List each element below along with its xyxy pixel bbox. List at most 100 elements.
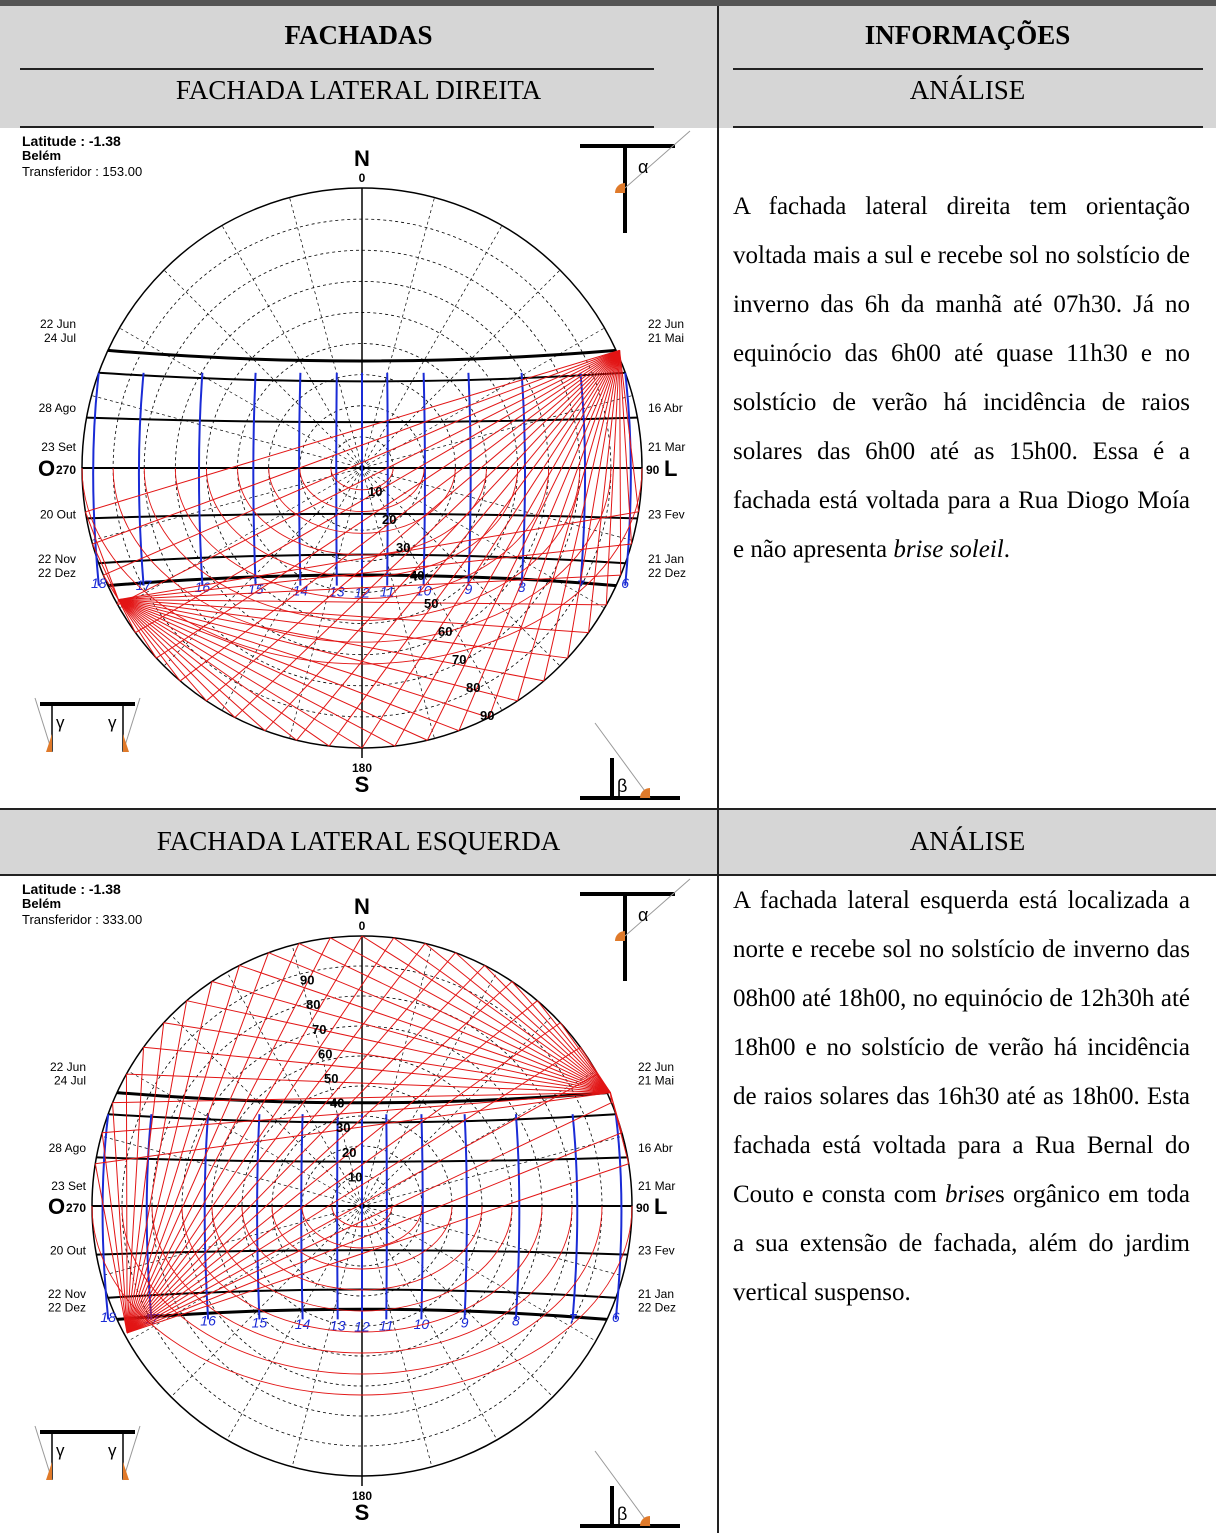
right-date-label: 21 Jan bbox=[638, 1287, 674, 1301]
left-date-label: 22 Nov bbox=[48, 1287, 86, 1301]
mask-ray bbox=[609, 1092, 630, 1164]
mask-ray bbox=[118, 599, 396, 747]
mask-ray bbox=[125, 1074, 128, 1333]
beta-mask-icon: β bbox=[580, 722, 680, 800]
facade-title-2: FACHADA LATERAL ESQUERDA bbox=[156, 826, 561, 856]
mask-ray bbox=[605, 350, 621, 605]
mask-ray bbox=[264, 350, 620, 732]
mask-ray bbox=[126, 1047, 145, 1333]
left-date-label: 22 Nov bbox=[38, 552, 76, 566]
beta-symbol: β bbox=[617, 776, 627, 796]
mask-ray bbox=[126, 1000, 538, 1334]
mask-ray bbox=[92, 349, 620, 545]
gamma-symbol-left: γ bbox=[56, 1441, 65, 1460]
mask-ray bbox=[126, 943, 300, 1334]
alpha-icon-angle bbox=[615, 931, 625, 941]
left-date-label: 24 Jul bbox=[54, 1074, 86, 1088]
hour-line bbox=[579, 372, 587, 586]
mask-ray bbox=[597, 1073, 611, 1093]
sun-path-chart-2: Latitude : -1.38 Belém Transferidor : 33… bbox=[22, 878, 691, 1528]
mask-ray bbox=[84, 511, 119, 600]
protractor-value: 90 bbox=[300, 973, 314, 988]
mask-ray bbox=[118, 599, 460, 732]
mask-ray bbox=[102, 574, 119, 600]
analysis-text-2-italic: brise bbox=[945, 1181, 996, 1208]
header-rule-left bbox=[20, 68, 654, 70]
mask-ray bbox=[517, 350, 621, 701]
mask-ray bbox=[163, 1022, 611, 1094]
hour-line bbox=[101, 1114, 110, 1320]
mask-ray bbox=[126, 937, 331, 1334]
azimuth-ray bbox=[361, 1014, 554, 1207]
azimuth-ray bbox=[361, 1205, 597, 1342]
right-date-label: 16 Abr bbox=[638, 1141, 673, 1155]
azimuth-ray bbox=[127, 1070, 363, 1207]
table-header-row bbox=[0, 6, 1216, 128]
hour-label: 6 bbox=[612, 1309, 620, 1325]
mask-ray bbox=[126, 1073, 611, 1094]
mask-ray bbox=[126, 1022, 165, 1333]
analysis-text-1-italic: brise soleil bbox=[893, 536, 1004, 563]
hour-label: 8 bbox=[518, 579, 526, 595]
protractor-value: 40 bbox=[410, 568, 424, 583]
azimuth-ray bbox=[361, 945, 433, 1207]
azimuth-ray bbox=[91, 395, 363, 469]
hour-label: 9 bbox=[465, 581, 473, 597]
protractor-value: 60 bbox=[318, 1046, 332, 1061]
hour-line bbox=[298, 372, 302, 586]
beta-symbol: β bbox=[617, 1504, 627, 1524]
right-date-label: 23 Fev bbox=[638, 1244, 675, 1258]
mask-ray bbox=[118, 599, 568, 659]
mask-ray bbox=[211, 981, 611, 1094]
mask-ray bbox=[298, 943, 611, 1094]
mask-ray bbox=[118, 511, 639, 601]
mask-ray bbox=[268, 952, 611, 1094]
protractor-label-2: Transferidor : 333.00 bbox=[22, 912, 142, 927]
protractor-value: 40 bbox=[330, 1096, 344, 1111]
mask-arc bbox=[237, 467, 487, 556]
chart-layer: 18 17 16 15 14 13 12 11 10 9 8 7 6908070605040302010… bbox=[34, 878, 691, 1528]
row1-top-rule-right bbox=[733, 126, 1203, 128]
mask-ray bbox=[126, 981, 513, 1334]
mask-ray bbox=[330, 937, 611, 1094]
mask-ray bbox=[393, 937, 611, 1094]
mask-arc bbox=[211, 1205, 513, 1312]
sun-path-chart: Latitude : -1.38 Belém Transferidor : 15… bbox=[22, 130, 691, 800]
mask-arc bbox=[301, 1205, 423, 1249]
mask-ray bbox=[424, 943, 611, 1093]
analysis-text-2-b: s orgânico em toda a sua extensão de fac… bbox=[733, 1181, 1190, 1306]
mask-ray bbox=[118, 599, 297, 741]
mask-ray bbox=[126, 981, 213, 1334]
mask-ray bbox=[126, 1046, 581, 1334]
hour-label: 12 bbox=[354, 585, 370, 601]
protractor-value: 10 bbox=[368, 484, 382, 499]
left-date-label: 22 Jun bbox=[40, 317, 76, 331]
azimuth-ray bbox=[361, 197, 435, 469]
north-letter: N bbox=[354, 146, 370, 171]
azimuth-ray bbox=[163, 269, 363, 469]
table-top-border bbox=[0, 0, 1216, 6]
mask-ray bbox=[117, 599, 136, 633]
mask-ray bbox=[118, 599, 236, 718]
mask-ray bbox=[126, 952, 456, 1334]
azimuth-ray bbox=[291, 1205, 363, 1467]
hour-line bbox=[624, 372, 632, 586]
column-divider bbox=[717, 6, 719, 1533]
gamma-icon-angle-l bbox=[46, 734, 52, 752]
hour-line bbox=[300, 1114, 304, 1320]
mask-ray bbox=[206, 350, 620, 702]
protractor-label: Transferidor : 153.00 bbox=[22, 164, 142, 179]
right-date-label: 21 Mar bbox=[648, 440, 685, 454]
south-letter: S bbox=[355, 1500, 370, 1525]
analysis-text-2-a: A fachada lateral esquerda está localiza… bbox=[733, 887, 1190, 1208]
mask-ray bbox=[126, 965, 240, 1334]
south-letter: S bbox=[355, 772, 370, 797]
azimuth-ray bbox=[101, 1205, 363, 1277]
protractor-value: 90 bbox=[480, 708, 494, 723]
row1-top-rule-left bbox=[20, 126, 654, 128]
hour-label: 13 bbox=[330, 1318, 346, 1334]
alpha-symbol: α bbox=[638, 157, 648, 177]
mask-arc bbox=[271, 1205, 453, 1270]
mask-ray bbox=[118, 574, 621, 601]
azimuth-ray bbox=[361, 1205, 623, 1277]
